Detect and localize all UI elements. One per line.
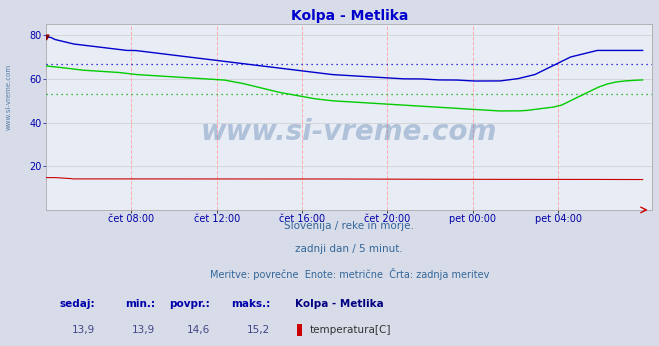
- Text: www.si-vreme.com: www.si-vreme.com: [5, 64, 12, 130]
- Text: 13,9: 13,9: [132, 325, 156, 335]
- Text: 13,9: 13,9: [71, 325, 95, 335]
- Text: maks.:: maks.:: [231, 299, 270, 309]
- Text: zadnji dan / 5 minut.: zadnji dan / 5 minut.: [295, 244, 403, 254]
- Text: Kolpa - Metlika: Kolpa - Metlika: [295, 299, 384, 309]
- Title: Kolpa - Metlika: Kolpa - Metlika: [291, 9, 408, 23]
- Text: 14,6: 14,6: [186, 325, 210, 335]
- Text: 15,2: 15,2: [247, 325, 270, 335]
- Text: www.si-vreme.com: www.si-vreme.com: [201, 118, 498, 146]
- Text: povpr.:: povpr.:: [169, 299, 210, 309]
- Text: sedaj:: sedaj:: [59, 299, 95, 309]
- Text: Meritve: povrečne  Enote: metrične  Črta: zadnja meritev: Meritve: povrečne Enote: metrične Črta: …: [210, 268, 489, 280]
- Text: min.:: min.:: [125, 299, 156, 309]
- Text: temperatura[C]: temperatura[C]: [310, 325, 391, 335]
- Text: Slovenija / reke in morje.: Slovenija / reke in morje.: [284, 220, 415, 230]
